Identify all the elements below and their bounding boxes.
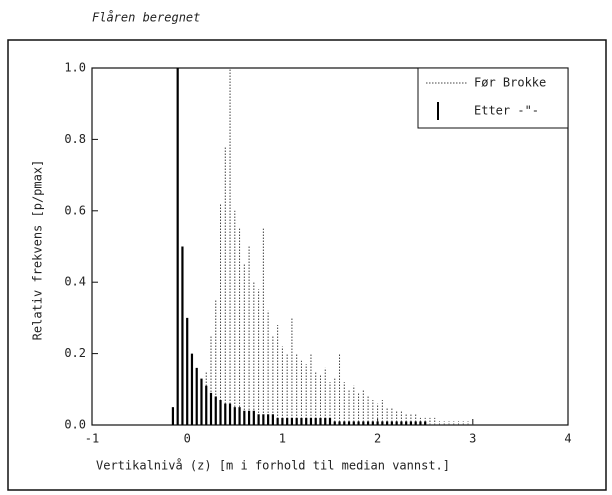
x-axis-label: Vertikalnivå (z) [m i forhold til median… [96,459,450,473]
figure-frame [7,39,607,491]
y-tick-label: 0.6 [64,203,86,217]
y-axis-label: Relativ frekvens [p/pmax] [31,160,45,341]
x-tick-label: 1 [279,432,286,446]
y-tick-label: 0.8 [64,132,86,146]
legend-label: Før Brokke [474,76,546,90]
y-tick-label: 0.4 [64,275,86,289]
y-tick-label: 1.0 [64,61,86,75]
x-tick-label: -1 [85,432,99,446]
x-tick-label: 4 [564,432,571,446]
legend-box [417,67,569,129]
x-tick-label: 2 [374,432,381,446]
x-tick-label: 0 [184,432,191,446]
legend-label: Etter -"- [474,104,539,118]
y-tick-label: 0.0 [64,418,86,432]
chart-title: Flåren beregnet [92,10,200,25]
x-tick-label: 3 [469,432,476,446]
y-tick-label: 0.2 [64,346,86,360]
